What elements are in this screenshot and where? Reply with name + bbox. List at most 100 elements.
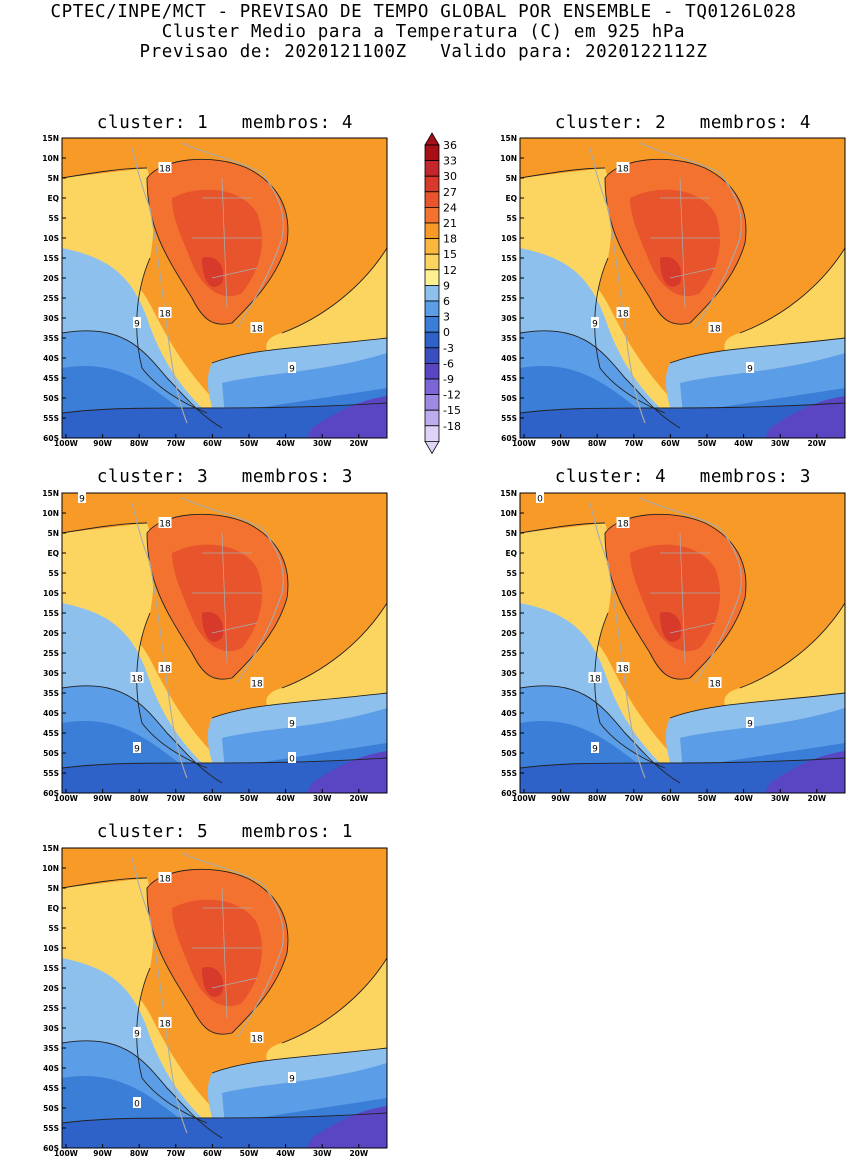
legend-swatch [424,300,440,318]
lon-tick-label: 60W [203,1149,222,1157]
header-line-2: Cluster Medio para a Temperatura (C) em … [161,22,686,42]
lat-tick-label: 40S [501,354,517,363]
lat-tick-label: 5S [48,569,59,578]
legend-value: 18 [443,233,457,246]
svg-text:18: 18 [159,1020,171,1030]
contour-label: 18 [588,672,602,685]
lat-tick-label: 40S [43,1064,59,1073]
lat-tick-label: 50S [43,394,59,403]
lat-tick-label: 5N [48,174,60,183]
lat-tick-label: 40S [43,709,59,718]
panel-1-title: cluster: 1 membros: 4 [96,113,354,133]
svg-text:9: 9 [134,1030,140,1040]
lon-tick-label: 50W [240,439,259,448]
legend-value: 21 [443,217,457,230]
lat-tick-label: 50S [43,1104,59,1113]
header-line-3: Previsao de: 2020121100Z Valido para: 20… [139,42,708,62]
contour-label: 9 [133,1027,141,1040]
lat-tick-label: 15N [42,134,59,143]
legend-value: -12 [443,389,461,402]
lat-tick-label: 30S [43,669,59,678]
contour-label: 18 [158,1017,172,1030]
contour-label: 18 [250,677,264,690]
lat-tick-label: 40S [43,354,59,363]
legend-swatch [424,238,440,255]
lat-tick-label: 10S [501,234,517,243]
lat-tick-label: 45S [501,374,517,383]
contour-label: 18 [616,307,630,320]
contour-label: 9 [288,717,296,730]
lat-tick-label: 60S [43,1144,59,1153]
svg-text:18: 18 [159,310,171,320]
legend-swatch [424,362,440,380]
contour-label: 9 [746,717,754,730]
lat-tick-label: 55S [501,769,517,778]
lon-tick-label: 50W [240,794,259,803]
lat-tick-label: 30S [501,669,517,678]
lat-tick-label: 20S [43,984,59,993]
lat-tick-label: 10N [42,864,59,873]
lat-tick-label: 35S [43,1044,59,1053]
lat-tick-label: 10S [43,589,59,598]
lat-tick-label: 25S [43,649,59,658]
lat-tick-label: 15S [501,254,517,263]
lat-tick-label: 30S [501,314,517,323]
svg-text:18: 18 [159,165,171,175]
legend-swatch [424,409,440,427]
lon-tick-label: 50W [698,794,717,803]
map-panel-2: 18 18 18 9 9 15N 10N 5N EQ 5S 10S 15S 20S 25S 30S 35S 40… [500,134,846,448]
lat-tick-label: 45S [43,729,59,738]
contour-label: 18 [616,517,630,530]
lat-tick-label: 50S [501,394,517,403]
lon-tick-label: 80W [588,439,607,448]
svg-text:0: 0 [289,755,295,765]
lat-tick-label: 55S [43,1124,59,1133]
contour-label: 18 [616,162,630,175]
lat-tick-label: 20S [43,274,59,283]
lon-tick-label: 20W [807,439,826,448]
contour-label: 18 [158,517,172,530]
lon-tick-label: 50W [240,1149,259,1157]
lat-tick-label: 60S [43,789,59,798]
lat-tick-label: 5N [48,529,60,538]
lon-tick-label: 80W [130,1149,149,1157]
svg-text:9: 9 [592,745,598,755]
lat-tick-label: 10N [500,154,517,163]
lat-tick-label: 40S [501,709,517,718]
lat-tick-label: 15S [501,609,517,618]
lon-tick-label: 70W [166,1149,185,1157]
lon-tick-label: 40W [276,794,295,803]
lat-tick-label: EQ [48,194,60,203]
legend-value: -6 [443,357,454,370]
legend-value: 3 [443,311,450,324]
lat-tick-label: 55S [501,414,517,423]
lat-tick-label: 25S [501,294,517,303]
lon-tick-label: 80W [588,794,607,803]
legend-value: 9 [443,279,450,292]
svg-text:18: 18 [251,325,263,335]
lat-tick-label: 15S [43,254,59,263]
lat-tick-label: 5N [48,884,60,893]
legend-value: 36 [443,139,457,152]
contour-label: 18 [158,872,172,885]
lat-tick-label: 30S [43,1024,59,1033]
legend-value: 33 [443,155,457,168]
svg-text:18: 18 [159,520,171,530]
lat-tick-label: 15N [500,489,517,498]
svg-text:18: 18 [709,680,721,690]
legend-swatch [424,269,440,286]
lon-tick-label: 70W [624,439,643,448]
legend-swatch [424,331,440,349]
map-panel-1: 18 18 18 9 9 15N 10N 5N EQ 5S 10S 15S 20S 25S 30S 35S 40… [42,134,388,448]
contour-label: 0 [288,752,296,765]
lon-tick-label: 60W [203,794,222,803]
contour-label: 18 [158,162,172,175]
lat-tick-label: 50S [43,749,59,758]
legend-swatch [424,222,440,240]
lat-tick-label: 60S [501,434,517,443]
lat-tick-label: 55S [43,769,59,778]
lon-tick-label: 70W [166,794,185,803]
contour-label: 9 [591,742,599,755]
lat-tick-label: 20S [501,274,517,283]
